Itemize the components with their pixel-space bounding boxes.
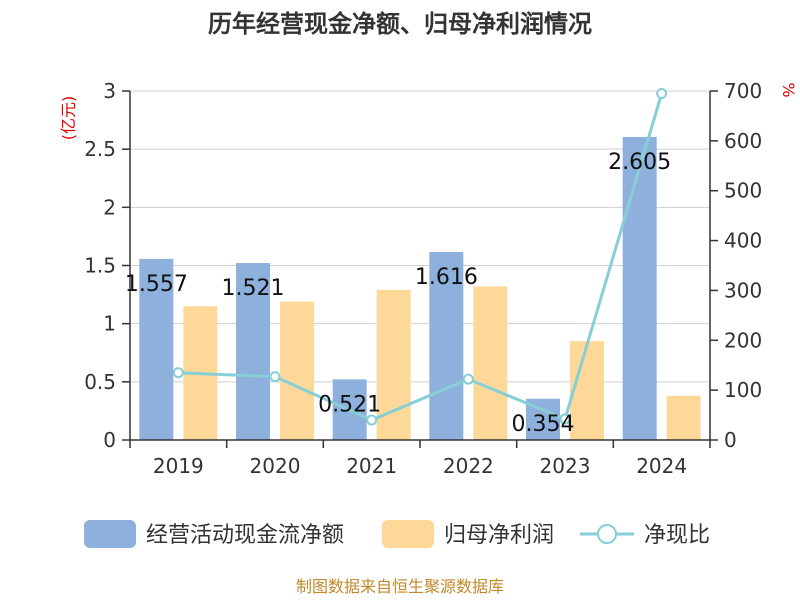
legend-marker-ratio [597, 524, 617, 544]
right-tick-label: 100 [724, 378, 762, 402]
left-axis-unit: (亿元) [59, 96, 78, 141]
ratio-point [366, 414, 378, 426]
x-tick-label: 2021 [346, 454, 397, 478]
net-profit-bar [376, 289, 411, 440]
source-note: 制图数据来自恒生聚源数据库 [296, 577, 504, 596]
legend-label-cashflow: 经营活动现金流净额 [146, 523, 344, 548]
ratio-point [462, 373, 474, 385]
bars [139, 136, 701, 440]
cashflow-value-label: 1.557 [125, 272, 188, 297]
gridlines [130, 90, 710, 441]
chart-title: 历年经营现金净额、归母净利润情况 [208, 10, 592, 38]
right-tick-label: 300 [724, 278, 762, 302]
ratio-point [656, 87, 668, 99]
left-tick-label: 3 [103, 79, 116, 103]
x-tick-label: 2024 [636, 454, 687, 478]
legend-swatch-cashflow [84, 520, 136, 548]
right-axis-unit: % [779, 82, 798, 97]
ratio-point [559, 413, 571, 425]
x-tick-label: 2023 [540, 454, 591, 478]
legend-label-ratio: 净现比 [644, 523, 710, 548]
right-tick-label: 700 [724, 79, 762, 103]
right-tick-label: 200 [724, 328, 762, 352]
net-profit-bar [666, 395, 701, 440]
left-tick-label: 0 [103, 428, 116, 452]
cashflow-value-label: 1.616 [415, 265, 478, 290]
right-tick-label: 600 [724, 129, 762, 153]
cashflow-value-label: 0.521 [318, 392, 381, 417]
ratio-point [269, 371, 281, 383]
legend-swatch-net-profit [382, 520, 434, 548]
cashflow-bar [622, 136, 657, 440]
x-tick-label: 2020 [250, 454, 301, 478]
data-labels: 1.557 1.521 0.521 1.616 0.354 2.605 [125, 150, 671, 437]
net-profit-bar [570, 341, 604, 440]
cashflow-value-label: 0.354 [512, 412, 575, 437]
cashflow-value-label: 1.521 [222, 276, 285, 301]
right-tick-label: 400 [724, 229, 762, 253]
cashflow-bar [236, 263, 270, 440]
right-tick-label: 0 [724, 428, 737, 452]
legend-label-net-profit: 归母净利润 [444, 523, 554, 548]
cashflow-value-label: 2.605 [608, 150, 671, 175]
ratio-point [172, 367, 184, 379]
left-tick-label: 1.5 [84, 254, 116, 278]
ratio-line [172, 87, 668, 426]
left-tick-label: 1 [103, 312, 116, 336]
x-tick-label: 2022 [443, 454, 494, 478]
net-profit-bar [280, 301, 314, 440]
x-tick-label: 2019 [153, 454, 204, 478]
left-tick-label: 2.5 [84, 137, 116, 161]
ratio-polyline [178, 93, 664, 422]
legend: 经营活动现金流净额 归母净利润 净现比 [84, 520, 710, 548]
cashflow-bar [139, 258, 174, 440]
axes: 0 0.5 1 1.5 2 2.5 3 0 100 200 300 400 500 600 700 2019 2… [84, 79, 762, 478]
right-tick-label: 500 [724, 179, 762, 203]
left-tick-label: 2 [103, 195, 116, 219]
net-profit-bar [473, 286, 508, 440]
left-tick-label: 0.5 [84, 370, 116, 394]
cashflow-bar [429, 252, 464, 440]
